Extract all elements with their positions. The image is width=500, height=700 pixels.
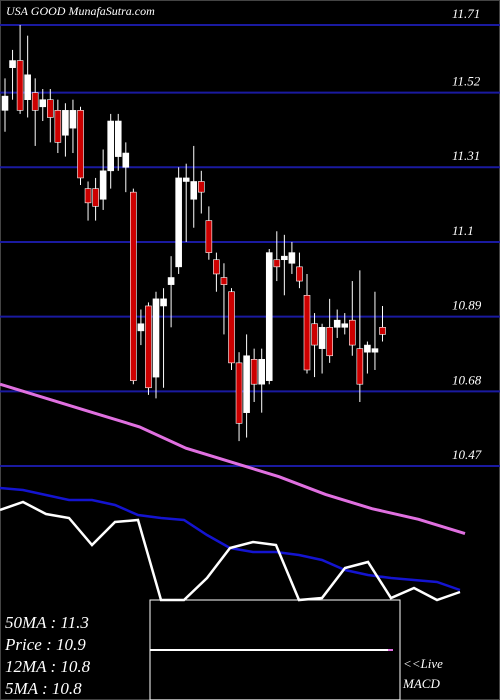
- stat-label: 12MA : 10.8: [5, 657, 91, 676]
- candle-body: [235, 362, 243, 424]
- y-tick-label: 10.89: [452, 298, 482, 313]
- candle-body: [84, 188, 92, 204]
- candle-body: [46, 99, 54, 118]
- candle-body: [69, 110, 77, 129]
- candle-body: [265, 252, 273, 381]
- candle-body: [114, 120, 122, 157]
- candle-body: [273, 259, 281, 268]
- candle-body: [122, 152, 130, 168]
- candle-body: [39, 99, 47, 108]
- candle-body: [213, 259, 220, 275]
- candle-body: [16, 60, 24, 111]
- candle-body: [107, 120, 114, 172]
- y-tick-label: 11.31: [452, 148, 480, 163]
- candle-body: [356, 348, 364, 385]
- candle-body: [54, 110, 62, 143]
- candle-body: [311, 323, 318, 346]
- candle-body: [167, 277, 175, 285]
- candle-body: [296, 266, 303, 282]
- chart-title: USA GOOD MunafaSutra.com: [6, 4, 155, 18]
- y-tick-label: 10.68: [452, 372, 482, 387]
- candle-body: [303, 294, 311, 371]
- y-tick-label: 11.52: [452, 74, 481, 89]
- candle-body: [99, 170, 107, 200]
- candle-body: [137, 323, 145, 332]
- y-tick-label: 11.71: [452, 6, 480, 21]
- candle-body: [326, 326, 333, 357]
- candle-body: [288, 252, 296, 264]
- candle-body: [333, 319, 341, 328]
- macd-label: <<Live: [403, 656, 443, 671]
- candle-body: [190, 181, 198, 200]
- candle-body: [220, 277, 228, 285]
- candle-body: [160, 298, 167, 307]
- candle-body: [205, 220, 213, 253]
- y-tick-label: 10.47: [452, 447, 482, 462]
- candle-body: [92, 188, 99, 207]
- stat-label: 50MA : 11.3: [5, 613, 89, 632]
- stat-label: Price : 10.9: [4, 635, 86, 654]
- candle-body: [364, 344, 371, 353]
- candle-body: [348, 319, 356, 346]
- candle-body: [243, 355, 250, 413]
- y-tick-label: 11.1: [452, 223, 474, 238]
- candle-body: [379, 326, 386, 335]
- candle-body: [62, 110, 69, 136]
- stat-label: 5MA : 10.8: [5, 679, 82, 698]
- candle-body: [228, 291, 235, 364]
- candle-body: [24, 74, 31, 100]
- macd-line: [0, 500, 461, 602]
- candle-body: [250, 359, 258, 385]
- macd-label: MACD: [402, 676, 440, 691]
- candle-body: [152, 298, 160, 378]
- candle-body: [371, 348, 379, 353]
- candle-body: [130, 191, 137, 381]
- candle-body: [182, 177, 190, 182]
- candle-body: [198, 181, 205, 193]
- candle-body: [281, 255, 288, 261]
- candle-body: [145, 305, 152, 389]
- candle-body: [77, 110, 84, 179]
- candle-body: [31, 92, 39, 111]
- ma-line: [0, 382, 466, 536]
- candle-body: [1, 95, 9, 111]
- candle-body: [318, 326, 326, 349]
- candle-body: [175, 177, 182, 268]
- candle-body: [9, 60, 16, 68]
- candle-body: [258, 359, 266, 385]
- candle-body: [341, 323, 349, 328]
- macd-line: [0, 486, 461, 592]
